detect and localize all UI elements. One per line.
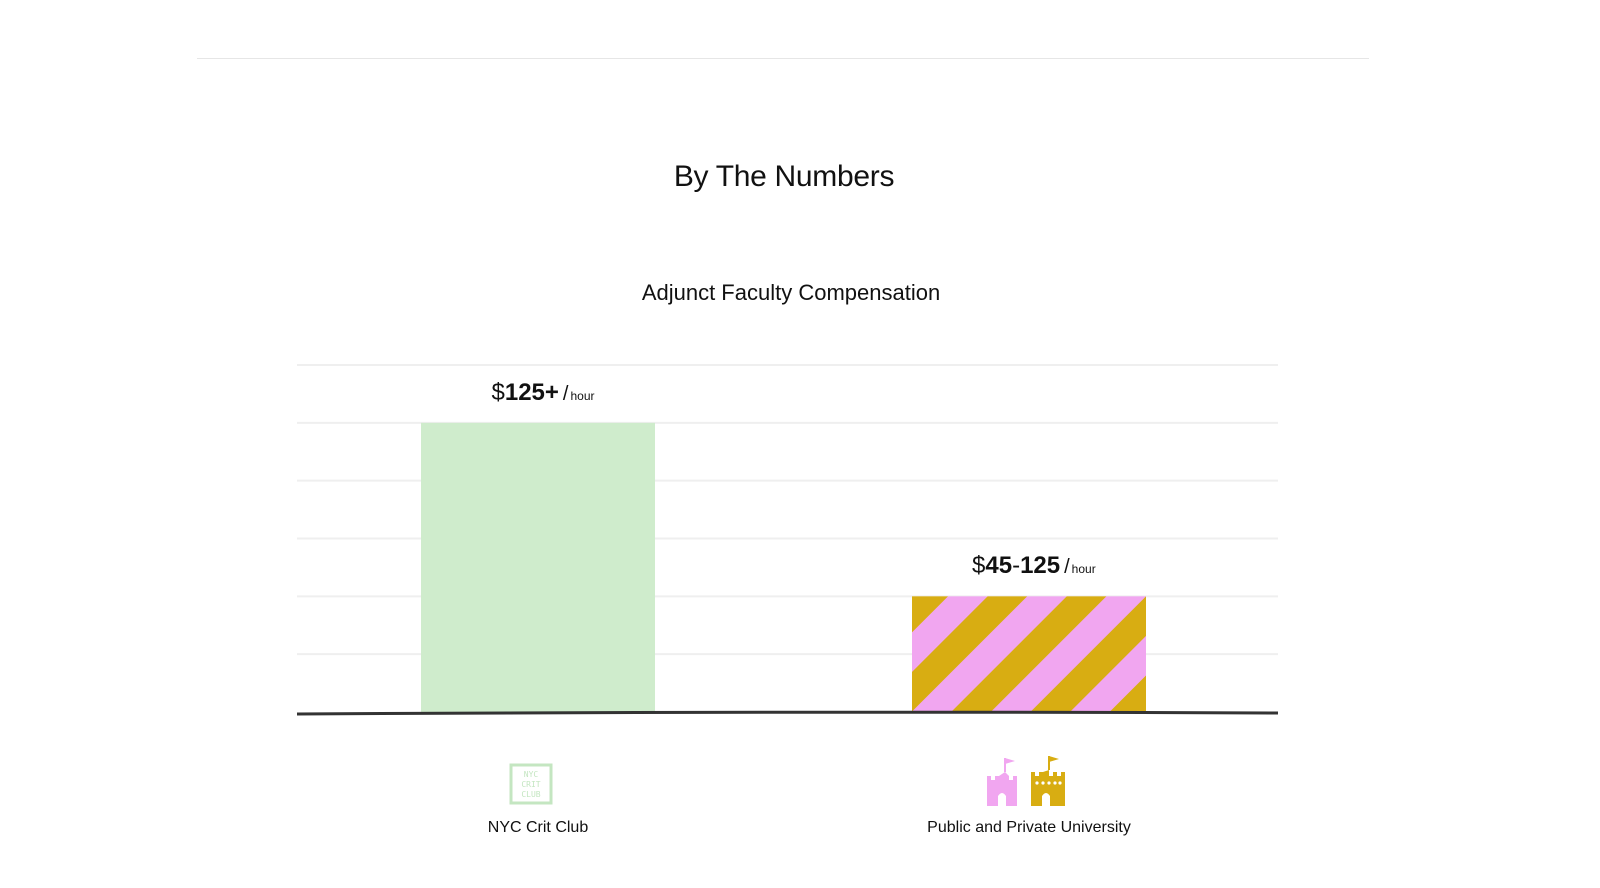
chart-title: Adjunct Faculty Compensation [641,280,941,305]
nyc-crit-club-logo-icon: NYC CRIT CLUB [509,763,553,810]
svg-text:CLUB: CLUB [521,790,540,799]
value-label-nyc-crit-club: $125+ / hour [491,378,595,406]
bar-nyc-crit-club [421,422,655,712]
category-label-nyc-crit-club: NYC Crit Club [487,819,589,836]
castle-icons [985,756,1075,813]
pink-castle-icon [987,758,1017,806]
top-divider [197,58,1369,59]
svg-text:NYC: NYC [524,770,539,779]
svg-text:CRIT: CRIT [521,780,540,789]
bar-university [912,596,1146,712]
section-title: By The Numbers [673,160,895,193]
category-label-university: Public and Private University [927,819,1131,836]
x-axis-baseline [296,710,1279,716]
gold-castle-icon [1031,756,1065,806]
value-label-university: $45-125/hour [972,552,1096,580]
